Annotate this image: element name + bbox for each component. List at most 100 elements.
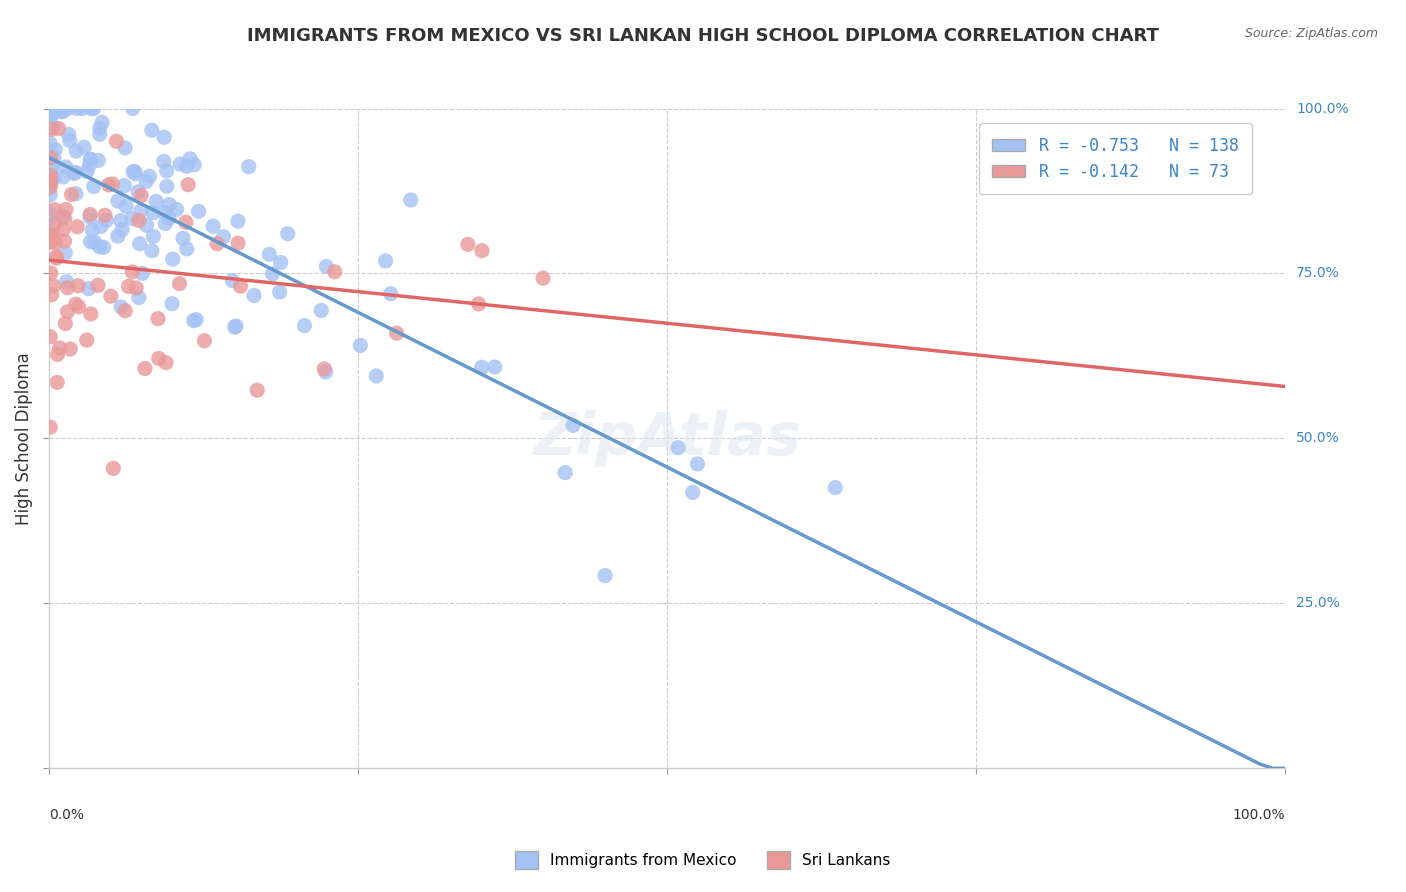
Immigrants from Mexico	[183, 313, 205, 327]
Immigrants from Mexico	[562, 418, 585, 433]
Immigrants from Mexico	[65, 186, 87, 201]
Immigrants from Mexico	[42, 170, 65, 185]
Immigrants from Mexico	[39, 212, 62, 227]
Sri Lankans	[101, 177, 124, 191]
Immigrants from Mexico	[221, 274, 243, 288]
Immigrants from Mexico	[277, 227, 299, 241]
Sri Lankans	[94, 208, 117, 222]
Immigrants from Mexico	[49, 104, 72, 119]
Sri Lankans	[56, 305, 79, 319]
Legend: R = -0.753   N = 138, R = -0.142   N = 73: R = -0.753 N = 138, R = -0.142 N = 73	[979, 123, 1251, 194]
Immigrants from Mexico	[65, 165, 87, 179]
Sri Lankans	[48, 341, 70, 355]
Sri Lankans	[39, 420, 62, 434]
Sri Lankans	[226, 236, 249, 251]
Sri Lankans	[39, 168, 62, 182]
Immigrants from Mexico	[59, 134, 82, 148]
Immigrants from Mexico	[107, 229, 129, 244]
Immigrants from Mexico	[155, 164, 177, 178]
Sri Lankans	[39, 122, 62, 136]
Sri Lankans	[246, 383, 269, 397]
Sri Lankans	[323, 265, 346, 279]
Immigrants from Mexico	[682, 485, 704, 500]
Immigrants from Mexico	[262, 267, 284, 281]
Sri Lankans	[97, 178, 120, 192]
Sri Lankans	[125, 281, 148, 295]
Sri Lankans	[53, 317, 76, 331]
Immigrants from Mexico	[70, 102, 93, 116]
Immigrants from Mexico	[111, 223, 134, 237]
Sri Lankans	[55, 202, 77, 217]
Immigrants from Mexico	[39, 150, 62, 164]
Sri Lankans	[65, 297, 87, 311]
Sri Lankans	[39, 175, 62, 189]
Sri Lankans	[67, 300, 90, 314]
Immigrants from Mexico	[294, 318, 316, 333]
Immigrants from Mexico	[79, 153, 101, 167]
Immigrants from Mexico	[311, 303, 333, 318]
Text: 0.0%: 0.0%	[49, 808, 84, 822]
Sri Lankans	[146, 311, 169, 326]
Text: 25.0%: 25.0%	[1296, 597, 1340, 610]
Immigrants from Mexico	[224, 320, 246, 334]
Immigrants from Mexico	[269, 285, 291, 300]
Immigrants from Mexico	[41, 207, 63, 221]
Immigrants from Mexico	[349, 338, 371, 352]
Sri Lankans	[76, 333, 98, 347]
Immigrants from Mexico	[114, 141, 136, 155]
Sri Lankans	[169, 277, 191, 291]
Immigrants from Mexico	[593, 568, 616, 582]
Immigrants from Mexico	[39, 104, 62, 119]
Immigrants from Mexico	[55, 275, 77, 289]
Immigrants from Mexico	[77, 282, 100, 296]
Immigrants from Mexico	[89, 240, 111, 254]
Sri Lankans	[314, 362, 336, 376]
Immigrants from Mexico	[380, 286, 402, 301]
Sri Lankans	[80, 307, 103, 321]
Sri Lankans	[121, 265, 143, 279]
Immigrants from Mexico	[160, 296, 183, 310]
Immigrants from Mexico	[686, 457, 709, 471]
Immigrants from Mexico	[259, 247, 281, 261]
Sri Lankans	[134, 361, 156, 376]
Sri Lankans	[39, 174, 62, 188]
Immigrants from Mexico	[824, 481, 846, 495]
Immigrants from Mexico	[110, 213, 132, 227]
Immigrants from Mexico	[39, 136, 62, 151]
Immigrants from Mexico	[39, 187, 62, 202]
Immigrants from Mexico	[129, 204, 152, 219]
Sri Lankans	[39, 229, 62, 244]
Sri Lankans	[177, 178, 200, 192]
Text: 100.0%: 100.0%	[1233, 808, 1285, 822]
Sri Lankans	[46, 347, 69, 361]
Immigrants from Mexico	[183, 158, 205, 172]
Immigrants from Mexico	[89, 121, 111, 136]
Immigrants from Mexico	[156, 179, 179, 194]
Immigrants from Mexico	[157, 211, 180, 226]
Immigrants from Mexico	[52, 210, 75, 224]
Immigrants from Mexico	[155, 217, 177, 231]
Immigrants from Mexico	[110, 300, 132, 314]
Sri Lankans	[193, 334, 215, 348]
Immigrants from Mexico	[96, 213, 118, 227]
Sri Lankans	[100, 289, 122, 303]
Sri Lankans	[42, 227, 65, 241]
Immigrants from Mexico	[141, 123, 163, 137]
Sri Lankans	[67, 278, 90, 293]
Immigrants from Mexico	[374, 254, 396, 268]
Text: IMMIGRANTS FROM MEXICO VS SRI LANKAN HIGH SCHOOL DIPLOMA CORRELATION CHART: IMMIGRANTS FROM MEXICO VS SRI LANKAN HIG…	[247, 27, 1159, 45]
Sri Lankans	[129, 188, 152, 202]
Immigrants from Mexico	[142, 206, 165, 220]
Immigrants from Mexico	[141, 244, 163, 258]
Immigrants from Mexico	[42, 172, 65, 186]
Immigrants from Mexico	[39, 162, 62, 177]
Sri Lankans	[44, 217, 66, 231]
Immigrants from Mexico	[90, 219, 112, 234]
Immigrants from Mexico	[107, 194, 129, 208]
Immigrants from Mexico	[93, 240, 115, 254]
Immigrants from Mexico	[153, 205, 176, 219]
Sri Lankans	[44, 202, 66, 217]
Immigrants from Mexico	[124, 167, 146, 181]
Sri Lankans	[39, 330, 62, 344]
Text: 75.0%: 75.0%	[1296, 267, 1340, 280]
